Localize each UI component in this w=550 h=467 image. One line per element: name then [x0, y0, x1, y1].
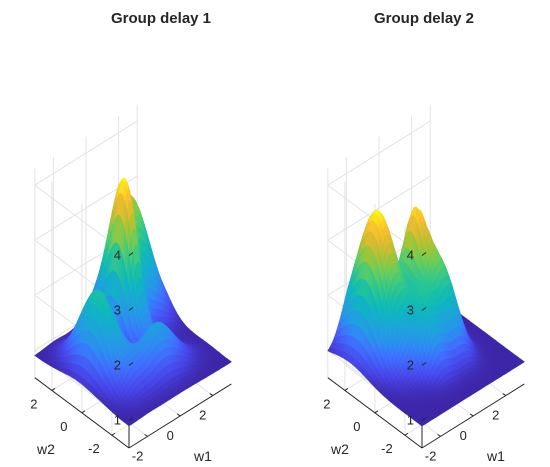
y-tick-label: 2	[323, 396, 330, 411]
z-tick-label: 4	[407, 248, 414, 263]
group-delay-1-surface	[34, 177, 232, 427]
group-delay-1-ticks: 1 2 3 4 -2 0 2 -2 0 2	[30, 248, 214, 463]
group-delay-1-plot: 1 2 3 4 -2 0 2 -2 0 2 Group delay 1 w1 w2	[30, 10, 232, 464]
group-delay-1-title: Group delay 1	[111, 10, 211, 27]
x-tick-label: 2	[199, 408, 206, 423]
group-delay-2-ticks: 1 2 3 4 -2 0 2 -2 0 2	[323, 248, 507, 463]
z-tick-label: 2	[114, 358, 121, 373]
x-tick-label: -2	[132, 448, 144, 463]
z-tick-label: 3	[407, 303, 414, 318]
y-tick-label: 0	[60, 419, 67, 434]
group-delay-2-ylabel: w2	[330, 441, 349, 457]
z-tick-label: 3	[114, 303, 121, 318]
surface-patch	[226, 360, 232, 364]
surface-patch	[519, 360, 525, 364]
z-tick-label: 1	[114, 413, 121, 428]
y-tick-label: -2	[88, 441, 100, 456]
x-tick-label: 2	[492, 408, 499, 423]
z-tick-label: 2	[407, 358, 414, 373]
y-tick-label: -2	[381, 441, 393, 456]
group-delay-2-surface	[327, 206, 525, 427]
group-delay-2-plot: 1 2 3 4 -2 0 2 -2 0 2 Group delay 2 w1 w2	[323, 10, 525, 464]
x-tick-label: 0	[460, 428, 467, 443]
x-tick-label: -2	[425, 448, 437, 463]
z-tick-label: 4	[114, 248, 121, 263]
x-tick-label: 0	[167, 428, 174, 443]
y-tick-label: 0	[353, 419, 360, 434]
y-tick-label: 2	[30, 396, 37, 411]
group-delay-1-xlabel: w1	[193, 448, 212, 464]
group-delay-2-title: Group delay 2	[374, 10, 474, 27]
z-tick-label: 1	[407, 413, 414, 428]
group-delay-1-ylabel: w2	[36, 441, 55, 457]
group-delay-2-xlabel: w1	[486, 448, 505, 464]
